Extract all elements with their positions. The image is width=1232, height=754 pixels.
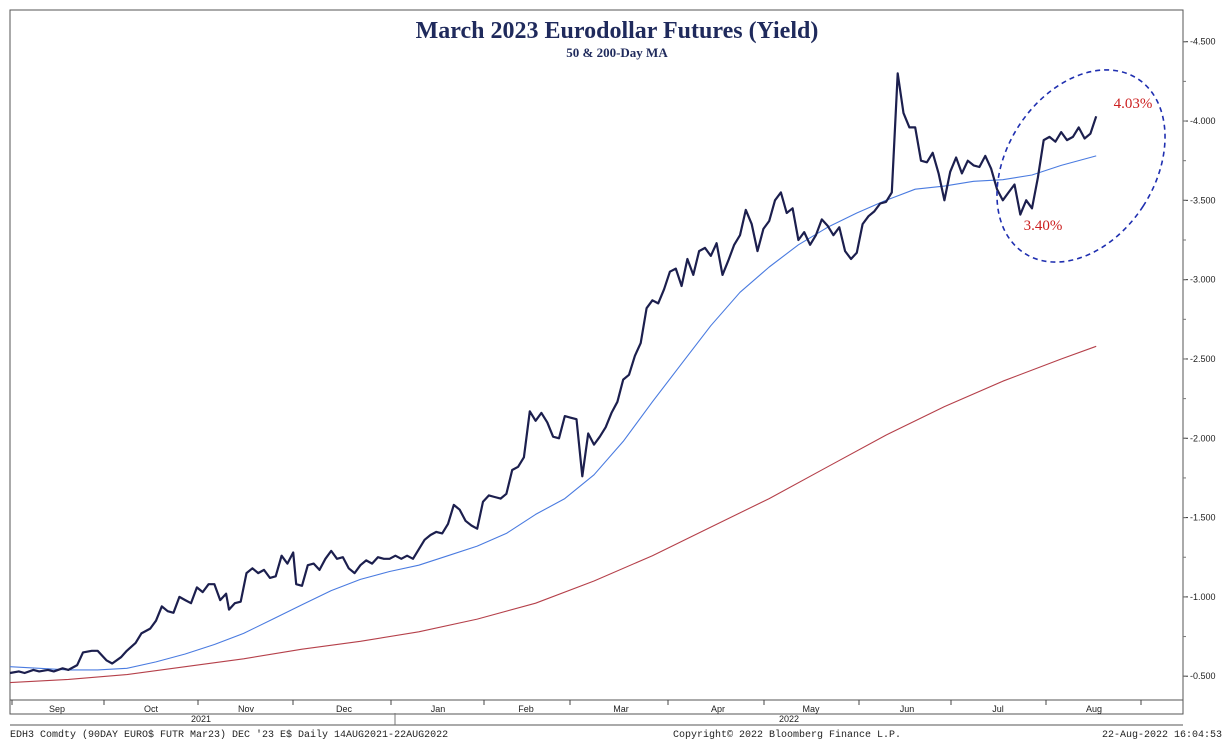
- y-tick-label: -1.500: [1190, 513, 1216, 523]
- x-axis: Sep Oct Nov Dec Jan Feb Mar Apr May Jun Jul Aug 2021…: [11, 700, 1142, 725]
- x-tick-label: Jul: [992, 704, 1004, 714]
- ma50-line: [9, 155, 1097, 671]
- x-tick-label: Dec: [336, 704, 353, 714]
- x-year-label: 2022: [779, 714, 799, 724]
- highlight-ellipse: [996, 69, 1166, 263]
- y-tick-label: -2.500: [1190, 354, 1216, 364]
- y-axis: -4.500 -4.000 -3.500 -3.000 -2.500 -2.000 -1.5…: [1183, 37, 1216, 681]
- x-tick-label: Oct: [144, 704, 159, 714]
- x-tick-label: Nov: [238, 704, 255, 714]
- ma200-line: [9, 345, 1097, 684]
- y-tick-label: -1.000: [1190, 592, 1216, 602]
- x-tick-label: Feb: [518, 704, 534, 714]
- plot-border: [9, 9, 1184, 715]
- chart-frame: [9, 9, 1184, 726]
- x-tick-label: Sep: [49, 704, 65, 714]
- annotation-high: 4.03%: [1114, 96, 1153, 112]
- chart-subtitle: 50 & 200-Day MA: [566, 45, 668, 60]
- y-tick-label: -3.500: [1190, 195, 1216, 205]
- y-tick-label: -2.000: [1190, 433, 1216, 443]
- annotation-low: 3.40%: [1024, 218, 1063, 234]
- y-tick-label: -0.500: [1190, 671, 1216, 681]
- x-tick-label: Jun: [900, 704, 915, 714]
- y-tick-label: -4.000: [1190, 116, 1216, 126]
- footer-copyright: Copyright© 2022 Bloomberg Finance L.P.: [673, 729, 901, 741]
- series-group: [9, 72, 1098, 684]
- y-tick-label: -3.000: [1190, 275, 1216, 285]
- footer-ticker: EDH3 Comdty (90DAY EURO$ FUTR Mar23) DEC…: [10, 729, 448, 741]
- chart-footer: EDH3 Comdty (90DAY EURO$ FUTR Mar23) DEC…: [10, 729, 1222, 741]
- x-tick-label: Apr: [711, 704, 725, 714]
- footer-timestamp: 22-Aug-2022 16:04:53: [1102, 730, 1222, 741]
- price-line: [9, 72, 1098, 675]
- x-tick-label: Jan: [431, 704, 446, 714]
- x-year-label: 2021: [191, 714, 211, 724]
- x-tick-label: May: [802, 704, 820, 714]
- annotation-group: 4.03% 3.40%: [996, 69, 1166, 263]
- x-tick-label: Aug: [1086, 704, 1102, 714]
- x-tick-label: Mar: [613, 704, 629, 714]
- chart-title: March 2023 Eurodollar Futures (Yield): [416, 18, 819, 44]
- y-tick-label: -4.500: [1190, 37, 1216, 47]
